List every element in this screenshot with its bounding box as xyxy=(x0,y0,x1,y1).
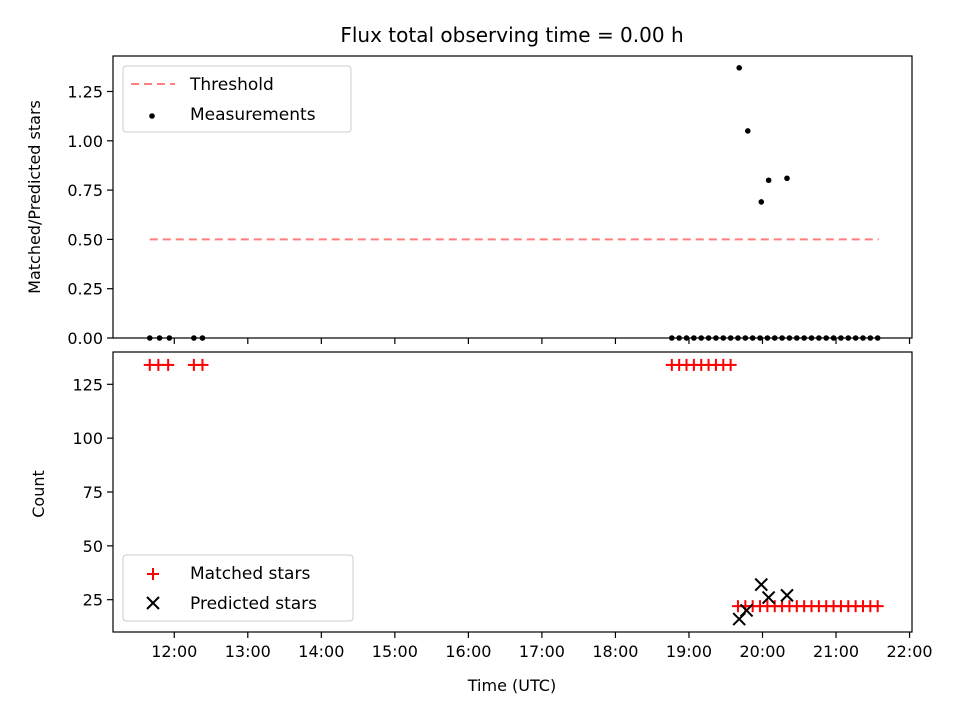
measurement-point xyxy=(765,177,772,184)
predicted-star-marker xyxy=(780,588,794,603)
legend-predicted-swatch xyxy=(146,596,160,610)
x-tick-label: 15:00 xyxy=(372,642,418,661)
top-y-tick-label: 1.25 xyxy=(67,82,103,101)
legend-predicted-label: Predicted stars xyxy=(190,594,317,614)
bottom-y-tick-label: 50 xyxy=(83,537,103,556)
x-tick-label: 19:00 xyxy=(666,642,712,661)
x-tick-label: 13:00 xyxy=(225,642,271,661)
x-tick-label: 12:00 xyxy=(151,642,197,661)
top-legend: Threshold Measurements xyxy=(122,65,352,133)
top-legend-box xyxy=(122,65,352,133)
predicted-star-stroke-b xyxy=(739,603,754,618)
x-tick-label: 17:00 xyxy=(519,642,565,661)
top-y-tick-label: 0.75 xyxy=(67,181,103,200)
bottom-y-tick-label: 125 xyxy=(72,375,103,394)
x-tick-label: 14:00 xyxy=(298,642,344,661)
top-axes-frame xyxy=(112,55,913,339)
predicted-star-stroke-b xyxy=(754,577,768,592)
legend-matched-label: Matched stars xyxy=(190,564,310,584)
bottom-y-axis: 25 50 75 100 125 xyxy=(72,375,113,610)
bottom-axes-frame xyxy=(112,351,913,633)
matched-star-marker xyxy=(196,358,209,371)
top-y-tick-label: 1.00 xyxy=(67,132,103,151)
legend-matched-swatch xyxy=(147,568,159,580)
top-y-tick-label: 0.00 xyxy=(67,329,103,348)
bottom-x-axis: 12:00 13:00 14:00 15:00 16:00 17:00 18:00 19:00… xyxy=(151,632,933,661)
legend-measurements-label: Measurements xyxy=(190,105,316,125)
matched-star-marker xyxy=(162,358,175,371)
top-panel: 0.00 0.25 0.50 0.75 1.00 1.25 Matched/Predict… xyxy=(25,55,913,348)
matched-star-marker xyxy=(724,358,737,371)
measurement-point xyxy=(744,128,751,134)
top-y-axis: 0.00 0.25 0.50 0.75 1.00 1.25 xyxy=(67,82,113,348)
x-tick-label: 22:00 xyxy=(886,642,932,661)
matched-star-marker xyxy=(871,600,884,613)
predicted-star-marker xyxy=(761,590,776,605)
predicted-star-stroke-b xyxy=(761,590,776,605)
chart-title: Flux total observing time = 0.00 h xyxy=(340,23,683,47)
measurement-point xyxy=(758,199,765,205)
bottom-legend-box xyxy=(122,554,354,622)
bottom-y-axis-label: Count xyxy=(29,470,48,518)
x-tick-label: 20:00 xyxy=(739,642,785,661)
bottom-legend: Matched stars Predicted stars xyxy=(122,554,354,622)
bottom-plot-marks xyxy=(143,358,884,626)
predicted-star-stroke-b xyxy=(780,588,794,603)
x-tick-label: 16:00 xyxy=(445,642,491,661)
bottom-y-tick-label: 100 xyxy=(72,429,103,448)
predicted-star-marker xyxy=(754,577,768,592)
top-y-axis-label: Matched/Predicted stars xyxy=(25,100,44,294)
top-y-tick-label: 0.25 xyxy=(67,280,103,299)
legend-measurements-swatch xyxy=(149,113,155,119)
predicted-star-marker xyxy=(739,603,754,618)
x-tick-label: 21:00 xyxy=(813,642,859,661)
measurement-point xyxy=(784,175,790,182)
bottom-y-tick-label: 75 xyxy=(83,483,103,502)
x-tick-label: 18:00 xyxy=(592,642,638,661)
x-axis-label: Time (UTC) xyxy=(467,676,556,695)
top-y-tick-label: 0.50 xyxy=(67,230,103,249)
bottom-y-tick-label: 25 xyxy=(83,591,103,610)
bottom-panel: 25 50 75 100 125 12:00 13:00 14:00 15:00 16:00 17… xyxy=(29,351,933,695)
measurement-point xyxy=(736,65,743,71)
legend-threshold-label: Threshold xyxy=(189,75,274,95)
